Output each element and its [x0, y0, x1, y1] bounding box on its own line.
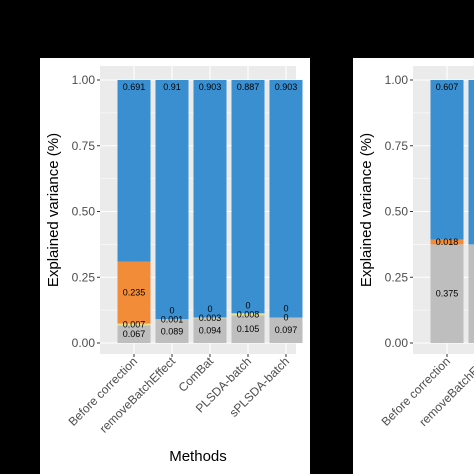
right-bar-segment: [430, 239, 464, 245]
right-bar-segment: [468, 244, 474, 343]
left-data-label: 0.008: [237, 309, 260, 319]
left-bar-segment: [155, 319, 189, 343]
left-data-label: 0.691: [123, 82, 146, 92]
left-data-label: 0.105: [237, 324, 260, 334]
left-data-label: 0.903: [275, 82, 298, 92]
left-data-label: 0: [207, 304, 212, 314]
right-data-label: 0.607: [436, 82, 459, 92]
left-bar-segment: [155, 319, 189, 321]
left-bar-segment: [231, 80, 265, 314]
left-x-axis-title: Methods: [169, 448, 227, 465]
right-bar-segment: [430, 244, 464, 343]
left-data-label: 0.235: [123, 288, 146, 298]
right-y-ticks: 0.00 0.25 0.50 0.75 1.00: [385, 73, 413, 350]
left-y-tick-label: 0.75: [72, 139, 96, 153]
left-data-label: 0.007: [123, 319, 146, 329]
left-y-ticks: 0.00 0.25 0.50 0.75 1.00: [72, 73, 100, 350]
left-data-label: 0.887: [237, 82, 260, 92]
right-data-label: 0.018: [436, 237, 459, 247]
left-bar-segment: [193, 317, 227, 319]
left-bar-segment: [269, 80, 303, 318]
left-bars: 0.0670.0070.2350.6910.0890.00100.910.094…: [117, 80, 303, 343]
left-data-label: 0.089: [161, 326, 184, 336]
left-bar-segment: [269, 317, 303, 343]
left-data-label: 0.003: [199, 313, 222, 323]
right-bar-segment: [468, 80, 474, 245]
left-data-label: 0: [169, 305, 174, 315]
left-bar-segment: [231, 313, 265, 316]
left-y-tick-label: 0.00: [72, 336, 96, 350]
left-data-label: 0.097: [275, 325, 298, 335]
left-bar-segment: [117, 80, 151, 262]
left-data-label: 0: [283, 312, 288, 322]
right-y-tick-label: 1.00: [385, 73, 409, 87]
left-bar-segment: [193, 80, 227, 318]
right-y-tick-label: 0.50: [385, 205, 409, 219]
left-bar-segment: [117, 325, 151, 343]
left-data-label: 0.91: [163, 82, 181, 92]
left-bar-segment: [117, 261, 151, 324]
left-y-axis-title: Explained variance (%): [45, 133, 62, 287]
left-bar-segment: [117, 323, 151, 326]
left-bar-segment: [155, 80, 189, 320]
left-data-label: 0.001: [161, 314, 184, 324]
left-chart: 0.0670.0070.2350.6910.0890.00100.910.094…: [45, 66, 303, 465]
left-y-tick-label: 1.00: [72, 73, 96, 87]
right-y-tick-label: 0.75: [385, 139, 409, 153]
right-y-tick-label: 0.25: [385, 270, 409, 284]
right-y-axis-title: Explained variance (%): [358, 133, 375, 287]
left-data-label: 0.067: [123, 329, 146, 339]
left-data-label: 0.903: [199, 82, 222, 92]
left-y-tick-label: 0.50: [72, 205, 96, 219]
right-y-tick-label: 0.00: [385, 336, 409, 350]
left-bar-segment: [231, 315, 265, 343]
left-data-label: 0: [283, 303, 288, 313]
right-bar-segment: [430, 80, 464, 240]
left-data-label: 0: [245, 300, 250, 310]
left-y-tick-label: 0.25: [72, 270, 96, 284]
left-bar-segment: [193, 318, 227, 343]
left-data-label: 0.094: [199, 326, 222, 336]
right-data-label: 0.375: [436, 289, 459, 299]
